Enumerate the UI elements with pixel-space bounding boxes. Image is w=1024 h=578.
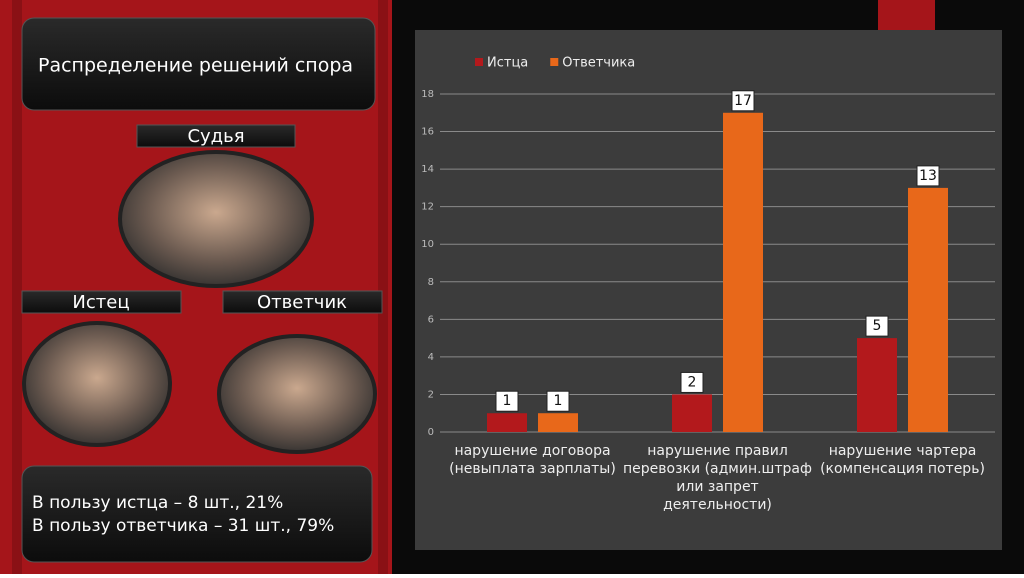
data-label: 1: [503, 393, 512, 409]
y-tick-label: 4: [428, 352, 434, 363]
judge-photo: [118, 150, 314, 288]
legend-swatch: [475, 58, 483, 66]
y-tick-label: 10: [421, 239, 434, 250]
y-tick-label: 14: [421, 164, 434, 175]
stripe: [378, 0, 388, 574]
data-label: 1: [554, 393, 563, 409]
data-label: 2: [688, 374, 697, 390]
legend-swatch: [550, 58, 559, 66]
x-label-wrap: нарушение договора (невыплата зарплаты): [449, 443, 616, 477]
defendant-label: Ответчик: [257, 292, 347, 313]
legend-label: Истца: [487, 56, 528, 71]
x-label-wrap: нарушение правил перевозки (админ.штраф …: [623, 443, 812, 513]
label-box: [222, 290, 383, 314]
summary-box: [21, 465, 373, 563]
slide-title: Распределение решений спора: [38, 55, 353, 77]
data-label-box: [546, 390, 570, 412]
summary-line: В пользу ответчика – 31 шт., 79%: [32, 516, 334, 536]
y-tick-label: 16: [421, 127, 434, 138]
bar: [723, 112, 763, 433]
y-tick-label: 8: [428, 277, 434, 288]
plaintiff-label: Истец: [72, 292, 129, 313]
bar: [908, 187, 948, 432]
bar: [487, 413, 527, 432]
x-label-wrap: нарушение чартера (компенсация потерь): [820, 443, 985, 477]
data-label: 17: [734, 93, 752, 109]
y-tick-label: 2: [428, 389, 434, 400]
data-label-box: [865, 315, 889, 337]
chart-panel: [415, 30, 1002, 550]
data-label-box: [495, 390, 519, 412]
bar: [672, 394, 712, 432]
legend-label: Ответчика: [562, 56, 635, 71]
judge-label: Судья: [187, 126, 244, 147]
summary-line: В пользу истца – 8 шт., 21%: [32, 493, 283, 513]
y-tick-label: 0: [428, 427, 434, 438]
x-tick-label: нарушение правил перевозки (админ.штраф …: [623, 443, 812, 513]
title-box: [21, 17, 376, 111]
label-box: [21, 290, 182, 314]
data-label: 13: [919, 168, 937, 184]
data-label-box: [680, 371, 704, 393]
y-tick-label: 6: [428, 314, 434, 325]
y-tick-label: 12: [421, 202, 434, 213]
data-label-box: [916, 165, 940, 187]
plaintiff-photo: [22, 321, 172, 447]
accent: [878, 0, 935, 30]
data-label-box: [731, 90, 755, 112]
stripe: [12, 0, 22, 574]
label-box: [136, 124, 296, 148]
data-label: 5: [873, 318, 882, 334]
defendant-photo: [217, 334, 377, 454]
x-tick-label: нарушение договора (невыплата зарплаты): [449, 443, 616, 477]
x-tick-label: нарушение чартера (компенсация потерь): [820, 443, 985, 477]
bar: [857, 338, 897, 432]
y-tick-label: 18: [421, 89, 434, 100]
bar: [538, 413, 578, 432]
